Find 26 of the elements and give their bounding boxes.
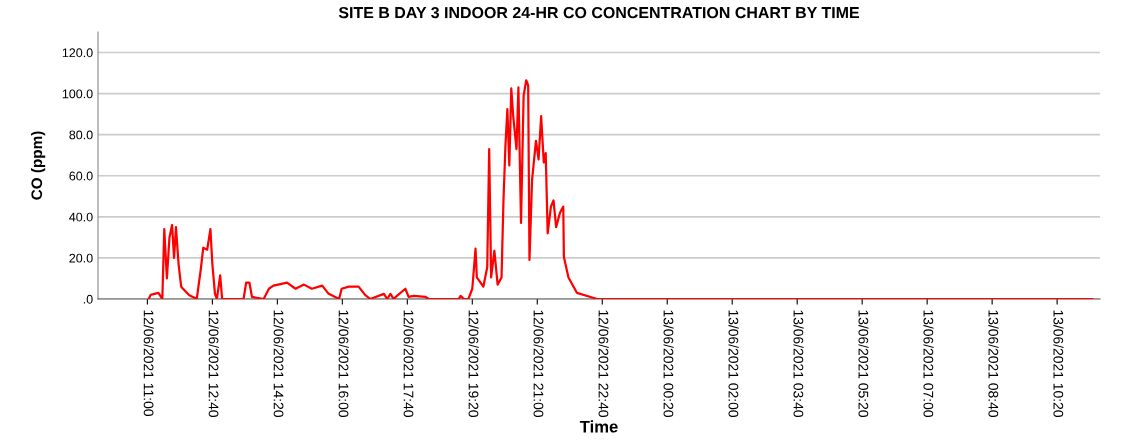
y-tick-label: .0 — [83, 294, 93, 304]
y-tick-label: 20.0 — [69, 253, 93, 263]
y-tick-label: 100.0 — [62, 89, 93, 99]
chart-title: SITE B DAY 3 INDOOR 24-HR CO CONCENTRATION CHART BY TIME — [338, 6, 860, 19]
line-series — [147, 79, 1094, 299]
y-tick-label: 40.0 — [69, 212, 93, 222]
x-tick-label: 12/06/2021 22:40 — [598, 310, 609, 417]
x-tick-label: 12/06/2021 11:00 — [143, 310, 154, 416]
y-tick-label: 60.0 — [69, 171, 93, 181]
x-tick-label: 13/06/2021 08:40 — [988, 310, 999, 417]
y-tick-label: 80.0 — [69, 130, 93, 140]
x-tick-label: 12/06/2021 21:00 — [533, 310, 544, 417]
y-tick-label: 120.0 — [62, 48, 93, 58]
x-tick-label: 13/06/2021 07:00 — [923, 310, 934, 417]
x-tick-label: 13/06/2021 00:20 — [663, 310, 674, 417]
x-tick-label: 12/06/2021 14:20 — [273, 310, 284, 417]
x-tick-label: 13/06/2021 02:00 — [728, 310, 739, 417]
x-tick-label: 12/06/2021 17:40 — [403, 310, 414, 417]
x-axis-title: Time — [579, 420, 618, 433]
x-tick-label: 13/06/2021 05:20 — [858, 310, 869, 417]
x-tick-label: 12/06/2021 12:40 — [208, 310, 219, 417]
x-tick-label: 13/06/2021 10:20 — [1053, 310, 1064, 417]
x-tick-label: 13/06/2021 03:40 — [793, 310, 804, 417]
y-axis-title: CO (ppm) — [30, 131, 46, 200]
x-tick-label: 12/06/2021 19:20 — [468, 310, 479, 417]
x-tick-label: 12/06/2021 16:00 — [338, 310, 349, 417]
